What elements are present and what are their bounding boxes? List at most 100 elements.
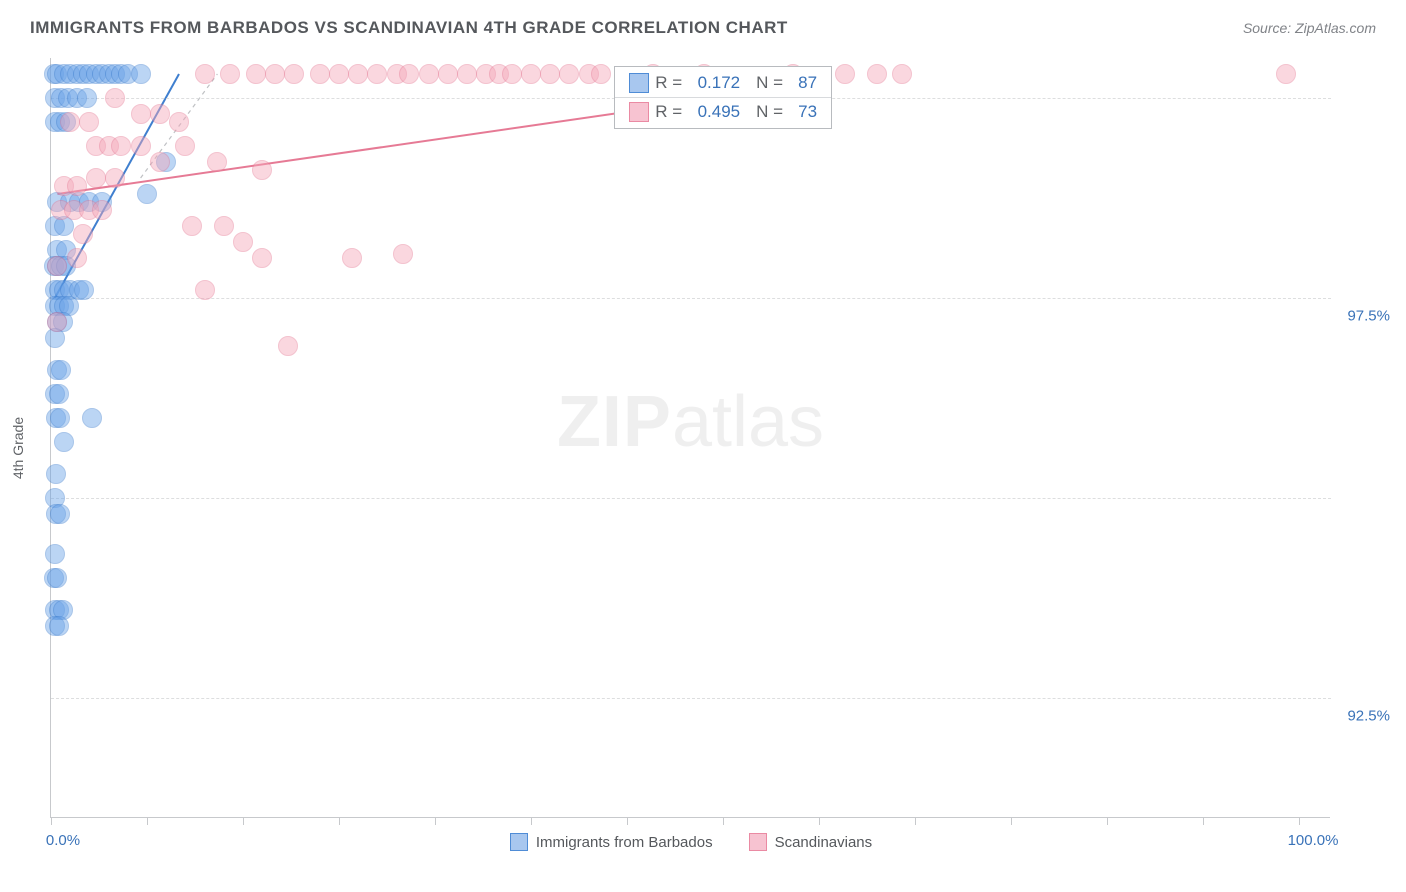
data-point — [137, 184, 157, 204]
data-point — [342, 248, 362, 268]
x-tick — [243, 817, 244, 825]
data-point — [265, 64, 285, 84]
x-tick — [1299, 817, 1300, 825]
data-point — [195, 280, 215, 300]
data-point — [252, 248, 272, 268]
gridline-h — [51, 298, 1331, 299]
data-point — [438, 64, 458, 84]
x-tick — [915, 817, 916, 825]
chart-title: IMMIGRANTS FROM BARBADOS VS SCANDINAVIAN… — [30, 18, 788, 38]
data-point — [67, 248, 87, 268]
x-tick — [1011, 817, 1012, 825]
data-point — [278, 336, 298, 356]
data-point — [233, 232, 253, 252]
stats-box: R =0.172N =87R =0.495N =73 — [614, 66, 832, 129]
data-point — [47, 312, 67, 332]
data-point — [50, 504, 70, 524]
data-point — [207, 152, 227, 172]
series-swatch — [629, 73, 649, 93]
data-point — [45, 544, 65, 564]
stat-label: N = — [756, 102, 783, 122]
data-point — [867, 64, 887, 84]
data-point — [46, 464, 66, 484]
data-point — [246, 64, 266, 84]
stats-row: R =0.172N =87 — [615, 69, 831, 98]
x-tick — [1203, 817, 1204, 825]
stat-label: N = — [756, 73, 783, 93]
data-point — [175, 136, 195, 156]
data-point — [169, 112, 189, 132]
data-point — [252, 160, 272, 180]
stat-label: R = — [655, 102, 682, 122]
data-point — [47, 256, 67, 276]
data-point — [79, 112, 99, 132]
x-tick — [147, 817, 148, 825]
data-point — [419, 64, 439, 84]
data-point — [182, 216, 202, 236]
x-tick — [435, 817, 436, 825]
gridline-h — [51, 698, 1331, 699]
legend-item: Immigrants from Barbados — [510, 833, 713, 851]
stat-value: 0.495 — [688, 102, 740, 122]
stats-row: R = 0.495 N = 73 — [615, 98, 831, 126]
stat-value: 73 — [789, 102, 817, 122]
data-point — [195, 64, 215, 84]
data-point — [220, 64, 240, 84]
legend-item: Scandinavians — [749, 833, 873, 851]
data-point — [591, 64, 611, 84]
x-tick — [1107, 817, 1108, 825]
legend-swatch — [749, 833, 767, 851]
data-point — [131, 64, 151, 84]
data-point — [77, 88, 97, 108]
x-tick — [819, 817, 820, 825]
y-tick-label: 97.5% — [1335, 308, 1390, 325]
data-point — [150, 152, 170, 172]
stat-value: 87 — [789, 73, 817, 93]
x-tick — [627, 817, 628, 825]
data-point — [348, 64, 368, 84]
data-point — [105, 168, 125, 188]
stat-label: R = — [655, 73, 682, 93]
data-point — [86, 168, 106, 188]
x-tick — [51, 817, 52, 825]
data-point — [92, 200, 112, 220]
data-point — [131, 136, 151, 156]
data-point — [1276, 64, 1296, 84]
legend: Immigrants from Barbados Scandinavians — [51, 833, 1331, 851]
series-swatch — [629, 102, 649, 122]
data-point — [214, 216, 234, 236]
data-point — [150, 104, 170, 124]
data-point — [835, 64, 855, 84]
data-point — [82, 408, 102, 428]
data-point — [457, 64, 477, 84]
data-point — [892, 64, 912, 84]
y-axis-label: 4th Grade — [10, 417, 26, 479]
data-point — [521, 64, 541, 84]
data-point — [60, 112, 80, 132]
data-point — [111, 136, 131, 156]
data-point — [51, 360, 71, 380]
x-tick — [531, 817, 532, 825]
data-point — [67, 176, 87, 196]
data-point — [329, 64, 349, 84]
data-point — [74, 280, 94, 300]
data-point — [54, 432, 74, 452]
data-point — [393, 244, 413, 264]
data-point — [284, 64, 304, 84]
data-point — [105, 88, 125, 108]
x-tick — [723, 817, 724, 825]
data-point — [50, 408, 70, 428]
data-point — [559, 64, 579, 84]
x-tick — [339, 817, 340, 825]
data-point — [310, 64, 330, 84]
legend-label: Scandinavians — [775, 834, 873, 851]
data-point — [131, 104, 151, 124]
plot-area: ZIPatlas 92.5%97.5%0.0%100.0%R =0.172N =… — [50, 58, 1330, 818]
data-point — [49, 384, 69, 404]
legend-label: Immigrants from Barbados — [536, 834, 713, 851]
gridline-h — [51, 498, 1331, 499]
watermark: ZIPatlas — [557, 381, 824, 463]
legend-swatch — [510, 833, 528, 851]
chart-container: 4th Grade ZIPatlas 92.5%97.5%0.0%100.0%R… — [50, 58, 1380, 838]
trend-lines — [51, 58, 1331, 818]
